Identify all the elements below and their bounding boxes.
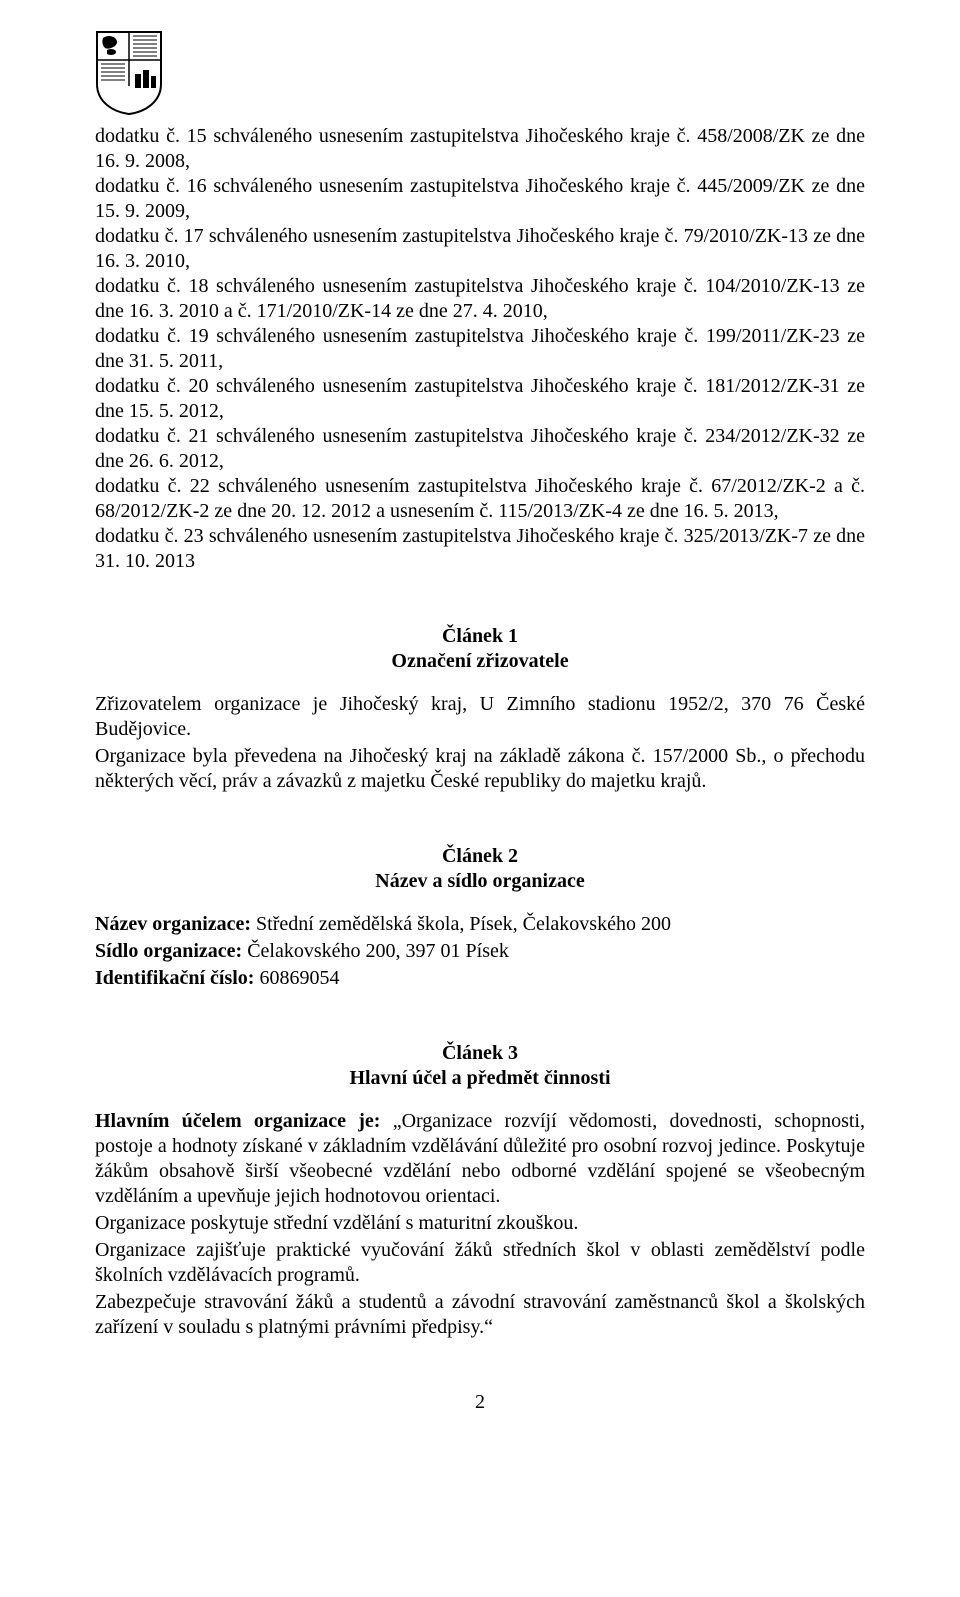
- org-seat-label: Sídlo organizace:: [95, 940, 247, 962]
- article-3: Článek 3 Hlavní účel a předmět činnosti …: [95, 1041, 865, 1340]
- org-name-row: Název organizace: Střední zemědělská ško…: [95, 912, 865, 937]
- document-page: dodatku č. 15 schváleného usnesením zast…: [0, 0, 960, 1455]
- article-3-p2: Organizace poskytuje střední vzdělání s …: [95, 1211, 865, 1236]
- article-3-body: Hlavním účelem organizace je: „Organizac…: [95, 1109, 865, 1340]
- article-3-p3: Organizace zajišťuje praktické vyučování…: [95, 1238, 865, 1288]
- org-seat-value: Čelakovského 200, 397 01 Písek: [247, 940, 509, 962]
- article-3-p1: Hlavním účelem organizace je: „Organizac…: [95, 1109, 865, 1209]
- article-title: Označení zřizovatele: [95, 649, 865, 674]
- article-2: Článek 2 Název a sídlo organizace Název …: [95, 844, 865, 991]
- article-1-p1: Zřizovatelem organizace je Jihočeský kra…: [95, 692, 865, 742]
- article-title: Hlavní účel a předmět činnosti: [95, 1066, 865, 1091]
- article-2-body: Název organizace: Střední zemědělská ško…: [95, 912, 865, 991]
- article-1-p2: Organizace byla převedena na Jihočeský k…: [95, 744, 865, 794]
- article-number: Článek 2: [95, 844, 865, 869]
- article-3-p4: Zabezpečuje stravování žáků a studentů a…: [95, 1290, 865, 1340]
- crest-icon: [93, 30, 865, 116]
- org-id-value: 60869054: [259, 967, 339, 989]
- org-name-value: Střední zemědělská škola, Písek, Čelakov…: [256, 913, 671, 935]
- article-2-heading: Článek 2 Název a sídlo organizace: [95, 844, 865, 894]
- org-name-label: Název organizace:: [95, 913, 256, 935]
- article-1-body: Zřizovatelem organizace je Jihočeský kra…: [95, 692, 865, 794]
- amendments-list: dodatku č. 15 schváleného usnesením zast…: [95, 124, 865, 574]
- article-3-heading: Článek 3 Hlavní účel a předmět činnosti: [95, 1041, 865, 1091]
- org-id-label: Identifikační číslo:: [95, 967, 259, 989]
- article-title: Název a sídlo organizace: [95, 869, 865, 894]
- org-id-row: Identifikační číslo: 60869054: [95, 966, 865, 991]
- article-1-heading: Článek 1 Označení zřizovatele: [95, 624, 865, 674]
- org-seat-row: Sídlo organizace: Čelakovského 200, 397 …: [95, 939, 865, 964]
- page-number: 2: [95, 1390, 865, 1415]
- article-number: Článek 1: [95, 624, 865, 649]
- article-1: Článek 1 Označení zřizovatele Zřizovatel…: [95, 624, 865, 794]
- article-number: Článek 3: [95, 1041, 865, 1066]
- main-purpose-label: Hlavním účelem organizace je:: [95, 1110, 393, 1132]
